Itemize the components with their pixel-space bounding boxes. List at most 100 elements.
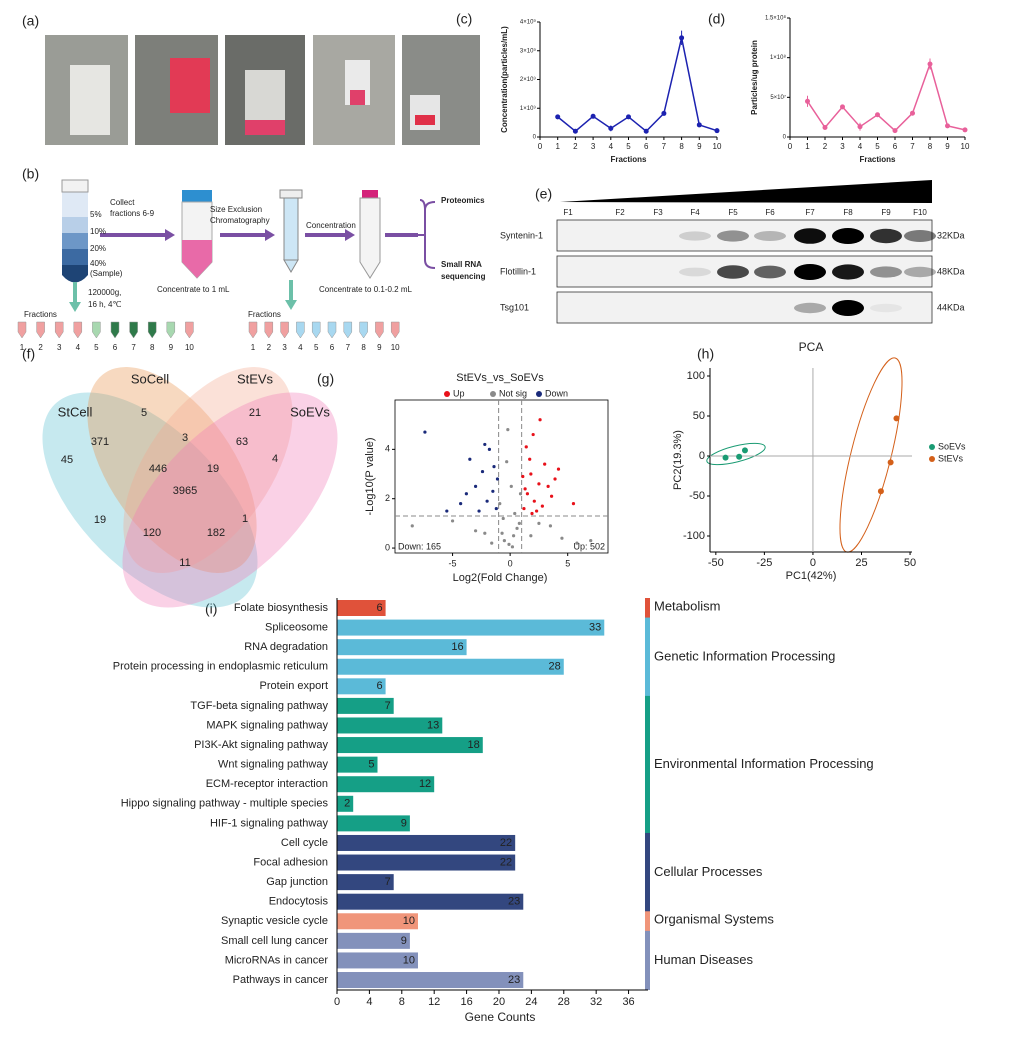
point (538, 418, 542, 422)
venn-count: 4 (272, 453, 278, 465)
bar (337, 913, 418, 930)
x-tick-label: 4 (609, 142, 614, 151)
bar (337, 932, 410, 949)
label: 5 (94, 343, 99, 352)
lane-label: F8 (843, 208, 853, 217)
x-tick-label: 6 (644, 142, 649, 151)
point (517, 521, 521, 525)
category-label: Hippo signaling pathway - multiple speci… (121, 798, 329, 810)
size-label: 44KDa (937, 302, 965, 312)
point (500, 531, 504, 535)
tube (280, 321, 289, 339)
chart-title: PCA (799, 340, 824, 354)
bracket (418, 199, 436, 269)
venn-count: 3965 (173, 485, 197, 497)
group-bar (645, 930, 650, 991)
bar (337, 639, 467, 656)
category-label: RNA degradation (244, 641, 328, 653)
label: Proteomics (441, 196, 485, 205)
venn-count: 182 (207, 527, 225, 539)
lane-label: F1 (563, 208, 573, 217)
gradient-layer (62, 265, 88, 283)
point (893, 415, 900, 422)
group-bar (645, 832, 650, 912)
point (543, 462, 547, 466)
point (537, 482, 541, 486)
tube (185, 321, 194, 339)
tube (17, 321, 27, 339)
gradient-triangle (560, 180, 932, 203)
venn-count: 3 (182, 432, 188, 444)
label: 9 (169, 343, 174, 352)
group-bar (645, 617, 650, 697)
category-label: ECM-receptor interaction (206, 778, 328, 790)
set-label: StCell (58, 404, 93, 419)
legend-marker (929, 444, 935, 450)
category-label: PI3K-Akt signaling pathway (194, 739, 328, 751)
y-tick-label: 3×10⁹ (520, 47, 537, 54)
point (510, 545, 515, 549)
label: 8 (150, 343, 155, 352)
point (530, 511, 534, 516)
x-tick-label: 7 (662, 142, 667, 151)
point (505, 460, 509, 464)
arrow-head (165, 229, 175, 241)
venn-count: 371 (91, 436, 109, 448)
panel-label: (h) (697, 346, 714, 362)
point (608, 125, 614, 131)
point (555, 114, 561, 120)
lane-label: F6 (765, 208, 775, 217)
point (722, 454, 729, 461)
point (927, 61, 933, 67)
tube (390, 321, 400, 339)
label: 2 (267, 343, 272, 352)
y-tick-label: 0 (783, 135, 787, 141)
y-tick-label: 0 (533, 135, 537, 141)
bar (337, 952, 418, 969)
photo-tube (415, 115, 435, 125)
venn-count: 45 (61, 454, 73, 466)
category-label: Endocytosis (269, 896, 329, 908)
gradient-label: (Sample) (90, 269, 123, 278)
point (498, 502, 502, 506)
point (548, 524, 553, 528)
point (501, 516, 505, 521)
point (494, 506, 498, 511)
point (518, 492, 523, 496)
band (717, 265, 749, 279)
point (529, 472, 533, 476)
gradient-layer (62, 217, 88, 233)
x-tick-label: 2 (573, 142, 578, 151)
set-label: StEVs (237, 371, 274, 386)
gradient-label: 20% (90, 244, 106, 253)
y-tick-label: 1×10⁹ (520, 105, 537, 112)
x-tick-label: 5 (565, 558, 570, 568)
lane-label: F5 (728, 208, 738, 217)
value-label: 10 (403, 915, 415, 927)
y-axis-title: -Log10(P value) (364, 437, 376, 515)
venn-count: 19 (207, 463, 219, 475)
label: Small RNA (441, 260, 482, 269)
legend-label: StEVs (938, 453, 964, 463)
label: 8 (361, 343, 366, 352)
bar (337, 874, 394, 891)
venn-set (122, 392, 338, 608)
tube (36, 321, 45, 339)
x-tick-label: 9 (945, 142, 950, 151)
x-tick-label: 50 (904, 557, 916, 569)
x-tick-label: 6 (893, 142, 898, 151)
gradient-layer (62, 233, 88, 249)
venn-set (87, 367, 257, 573)
photo-tube (70, 65, 110, 135)
point (887, 459, 894, 466)
value-label: 16 (451, 641, 463, 653)
point (473, 529, 478, 533)
tube (54, 321, 64, 339)
photo-tube (245, 120, 285, 135)
value-label: 2 (344, 798, 350, 810)
value-label: 33 (589, 621, 601, 633)
lane-label: F10 (913, 208, 927, 217)
point (537, 521, 541, 525)
x-tick-label: 32 (590, 996, 602, 1008)
